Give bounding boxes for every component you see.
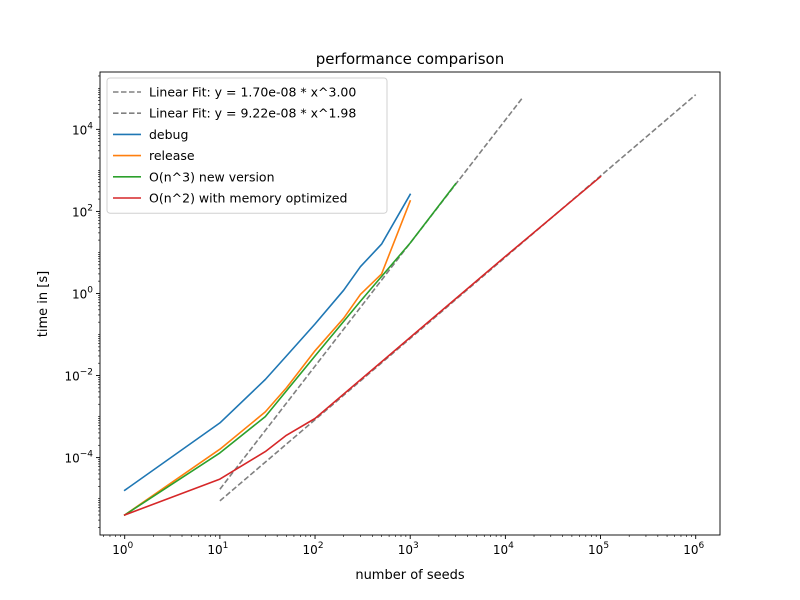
x-tick-label: 103 <box>398 541 419 557</box>
x-tick-label: 106 <box>683 541 704 557</box>
legend-label: release <box>149 148 195 163</box>
y-tick-label: 10−2 <box>64 368 93 384</box>
legend-label: Linear Fit: y = 9.22e-08 * x^1.98 <box>149 106 356 121</box>
x-axis-label: number of seeds <box>355 568 465 583</box>
x-tick-label: 105 <box>588 541 609 557</box>
y-tick-label: 10−4 <box>64 450 93 466</box>
legend-label: O(n^2) with memory optimized <box>149 191 347 206</box>
y-tick-label: 102 <box>72 203 93 219</box>
legend-label: Linear Fit: y = 1.70e-08 * x^3.00 <box>149 85 356 100</box>
y-tick-label: 104 <box>72 121 93 137</box>
plot-area <box>123 94 697 517</box>
legend-label: debug <box>149 127 188 142</box>
legend: Linear Fit: y = 1.70e-08 * x^3.00 Linear … <box>106 77 388 214</box>
series-line-5 <box>123 182 457 517</box>
x-tick-label: 102 <box>303 541 324 557</box>
chart-title: performance comparison <box>316 50 504 68</box>
x-tick-label: 104 <box>493 541 514 557</box>
series-line-4 <box>123 199 412 517</box>
axis-ticks: 100 101 102 103 104 105 106 10−4 10−2 100 102 104 <box>64 75 704 557</box>
legend-box <box>106 77 388 214</box>
series-line-3 <box>123 193 412 492</box>
legend-label: O(n^3) new version <box>149 169 275 184</box>
x-tick-label: 101 <box>207 541 228 557</box>
x-tick-label: 100 <box>112 541 133 557</box>
y-tick-label: 100 <box>72 285 93 301</box>
y-axis-label: time in [s] <box>36 271 51 337</box>
series-line-1 <box>219 97 523 490</box>
series-line-6 <box>123 175 602 517</box>
